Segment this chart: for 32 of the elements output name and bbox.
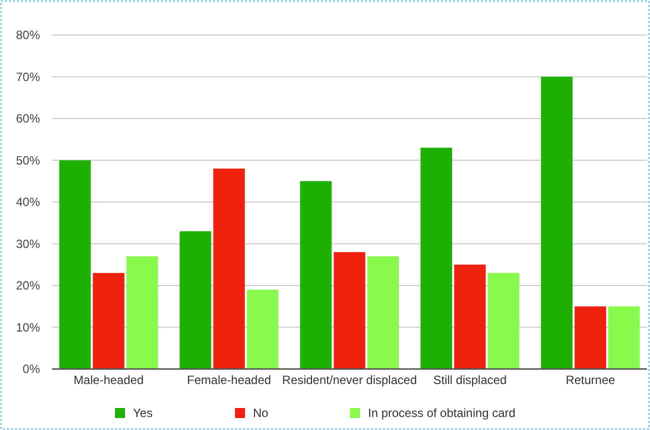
y-tick-label: 10% [16, 320, 40, 334]
y-tick-label: 70% [16, 70, 40, 84]
bar [213, 168, 245, 369]
bar [574, 306, 606, 369]
bar [488, 272, 520, 369]
y-tick-label: 30% [16, 236, 40, 251]
bar [541, 76, 573, 369]
bar [420, 148, 452, 369]
legend-label: No [253, 406, 269, 420]
bar [367, 256, 399, 369]
y-tick-label: 20% [16, 278, 40, 293]
x-tick-label: Male-headed [74, 373, 144, 387]
bar [126, 256, 158, 369]
bar [59, 160, 91, 369]
bar [300, 181, 332, 369]
bar [608, 306, 640, 369]
y-tick-label: 0% [22, 362, 40, 376]
bar [246, 290, 278, 369]
y-tick-label: 60% [16, 112, 40, 126]
x-tick-label: Returnee [566, 373, 616, 387]
bar [334, 252, 366, 369]
bar [454, 264, 486, 369]
x-tick-label: Still displaced [433, 373, 507, 387]
y-tick-label: 40% [16, 195, 40, 210]
x-tick-label: Female-headed [187, 373, 272, 387]
bar [180, 231, 212, 369]
y-tick-label: 80% [16, 28, 40, 42]
x-tick-label: Resident/never displaced [282, 373, 417, 387]
legend-label: In process of obtaining card [368, 406, 516, 420]
bar [92, 272, 124, 369]
y-tick-label: 50% [16, 153, 40, 168]
legend-label: Yes [133, 406, 153, 420]
